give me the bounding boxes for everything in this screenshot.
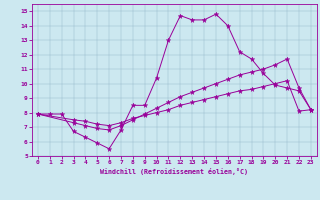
- X-axis label: Windchill (Refroidissement éolien,°C): Windchill (Refroidissement éolien,°C): [100, 168, 248, 175]
